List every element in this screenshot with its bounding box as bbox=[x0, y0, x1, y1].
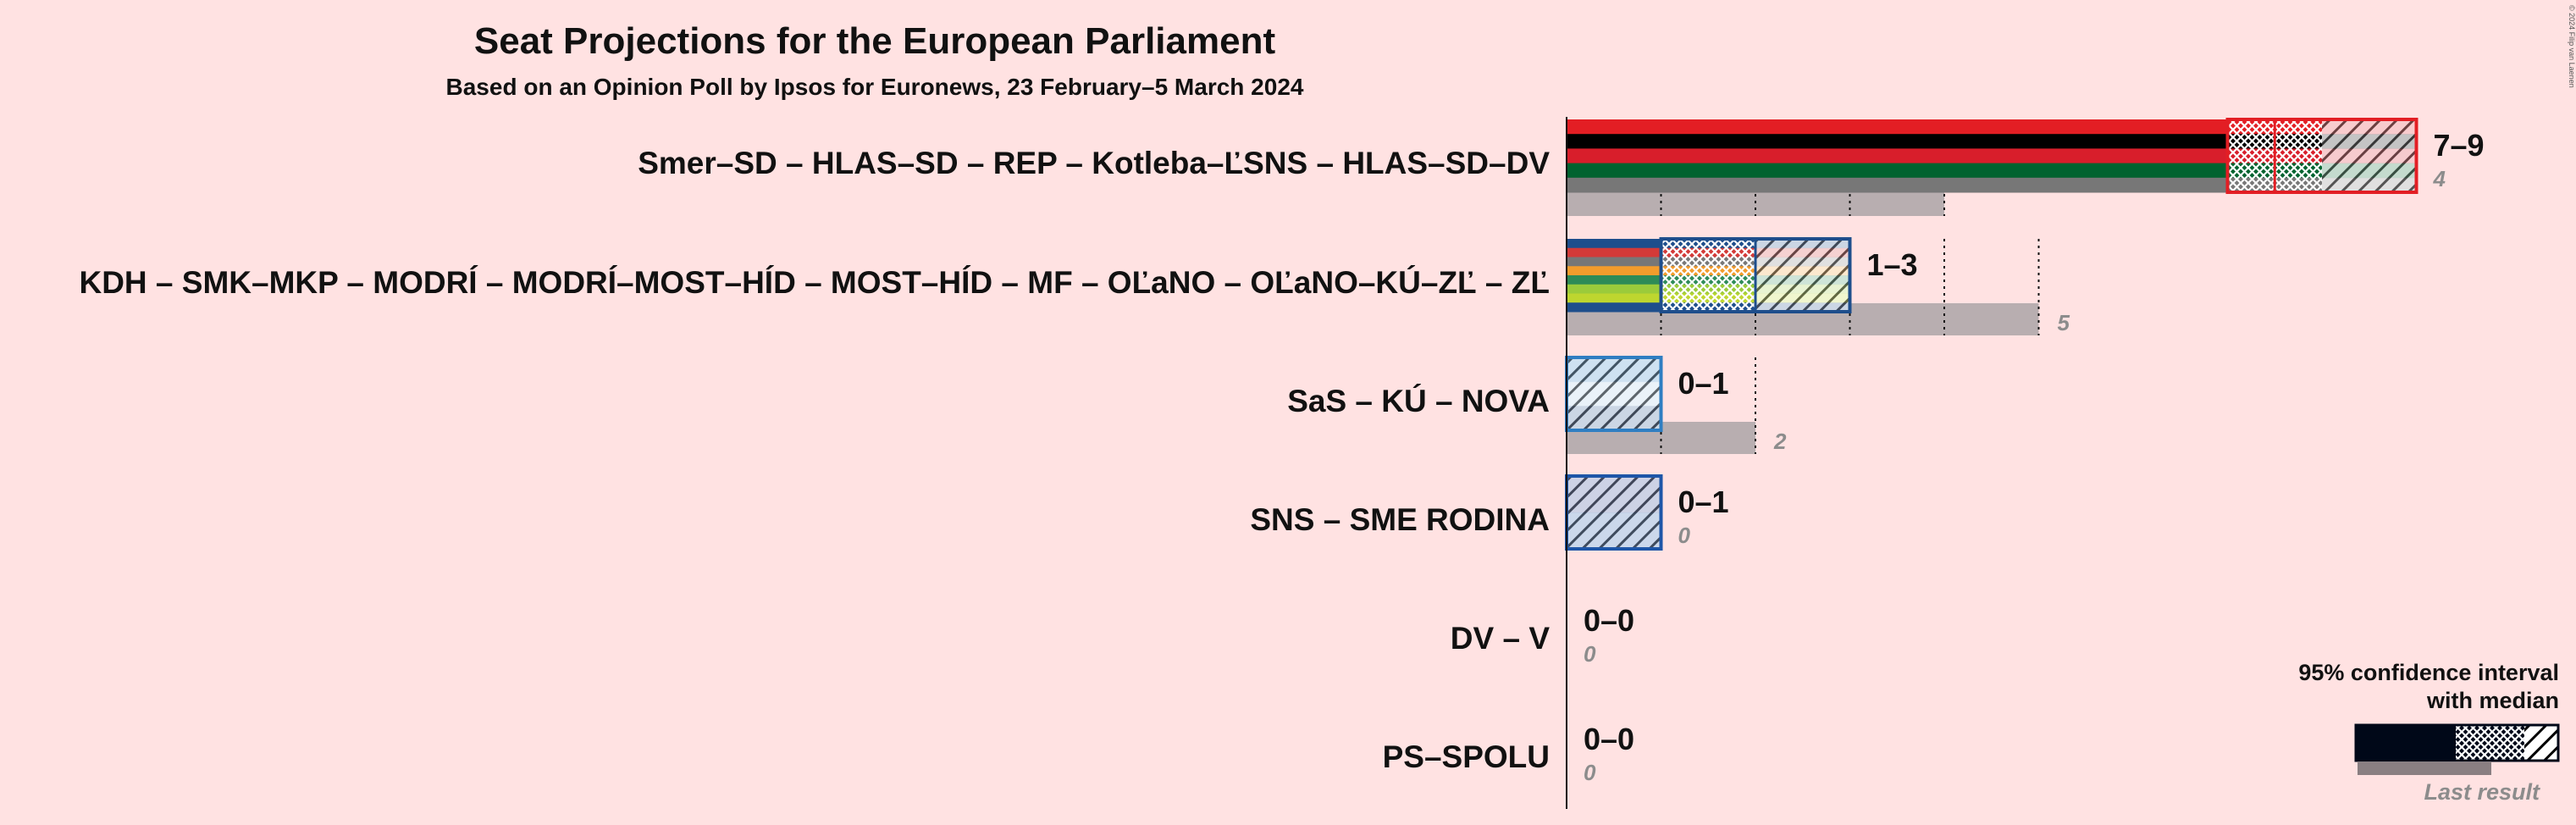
last-result-label: 5 bbox=[2058, 310, 2070, 335]
bar-ci-outline bbox=[2225, 118, 2418, 194]
bar-color-stripe bbox=[1567, 163, 2417, 179]
bar-color-stripe bbox=[1567, 134, 2417, 149]
last-result-label: 0 bbox=[1584, 760, 1596, 785]
bar-hatch bbox=[1567, 476, 1661, 549]
party-label: KDH – SMK–MKP – MODRÍ – MODRÍ–MOST–HÍD –… bbox=[79, 264, 1550, 300]
party-label: SaS – KÚ – NOVA bbox=[1287, 383, 1550, 418]
party-row: PS–SPOLU 0–0 0 bbox=[1383, 722, 1634, 785]
legend-last-result-swatch bbox=[2358, 761, 2491, 775]
bar-hatch bbox=[1755, 239, 1850, 312]
range-label: 0–0 bbox=[1584, 722, 1634, 756]
bar-color-stripe bbox=[1567, 148, 2417, 164]
party-row: KDH – SMK–MKP – MODRÍ – MODRÍ–MOST–HÍD –… bbox=[79, 237, 2070, 335]
last-result-label: 0 bbox=[1678, 523, 1691, 548]
legend-last-result-label: Last result bbox=[2424, 779, 2540, 805]
last-result-label: 0 bbox=[1584, 641, 1596, 667]
range-label: 1–3 bbox=[1867, 247, 1918, 282]
party-rows: Smer–SD – HLAS–SD – REP – Kotleba–ĽSNS –… bbox=[79, 118, 2485, 785]
party-label: PS–SPOLU bbox=[1383, 739, 1550, 774]
legend-ci-outline bbox=[2354, 723, 2560, 762]
party-label: DV – V bbox=[1451, 621, 1551, 656]
legend-ci-crosshatch-swatch bbox=[2456, 725, 2524, 761]
legend-title-line2: with median bbox=[2426, 688, 2559, 713]
chart-subtitle: Based on an Opinion Poll by Ipsos for Eu… bbox=[446, 74, 1304, 100]
range-label: 0–0 bbox=[1584, 603, 1634, 638]
party-row: SaS – KÚ – NOVA 0–1 2 bbox=[1287, 356, 1787, 454]
range-label: 7–9 bbox=[2434, 128, 2485, 163]
party-label: SNS – SME RODINA bbox=[1250, 502, 1550, 537]
legend: 95% confidence interval with median Last… bbox=[2298, 660, 2560, 805]
party-row: Smer–SD – HLAS–SD – REP – Kotleba–ĽSNS –… bbox=[638, 118, 2485, 216]
bar-hatch bbox=[2322, 119, 2417, 192]
copyright-note: © 2024 Filip van Laenen bbox=[2568, 5, 2576, 88]
range-label: 0–1 bbox=[1678, 484, 1729, 519]
bar-hatch bbox=[1567, 357, 1661, 430]
last-result-label: 4 bbox=[2433, 166, 2446, 191]
bar-color-stripe bbox=[1567, 177, 2417, 193]
last-result-label: 2 bbox=[1773, 429, 1787, 454]
bar-crosshatch bbox=[1661, 239, 1755, 312]
party-label: Smer–SD – HLAS–SD – REP – Kotleba–ĽSNS –… bbox=[638, 146, 1550, 180]
legend-title-line1: 95% confidence interval bbox=[2298, 660, 2559, 685]
party-row: SNS – SME RODINA 0–1 0 bbox=[1250, 474, 1729, 551]
chart-title: Seat Projections for the European Parlia… bbox=[474, 20, 1276, 62]
party-row: DV – V 0–0 0 bbox=[1451, 603, 1634, 667]
bar-color-stripe bbox=[1567, 119, 2417, 135]
legend-ci-hatch-swatch bbox=[2524, 725, 2558, 761]
range-label: 0–1 bbox=[1678, 366, 1729, 401]
